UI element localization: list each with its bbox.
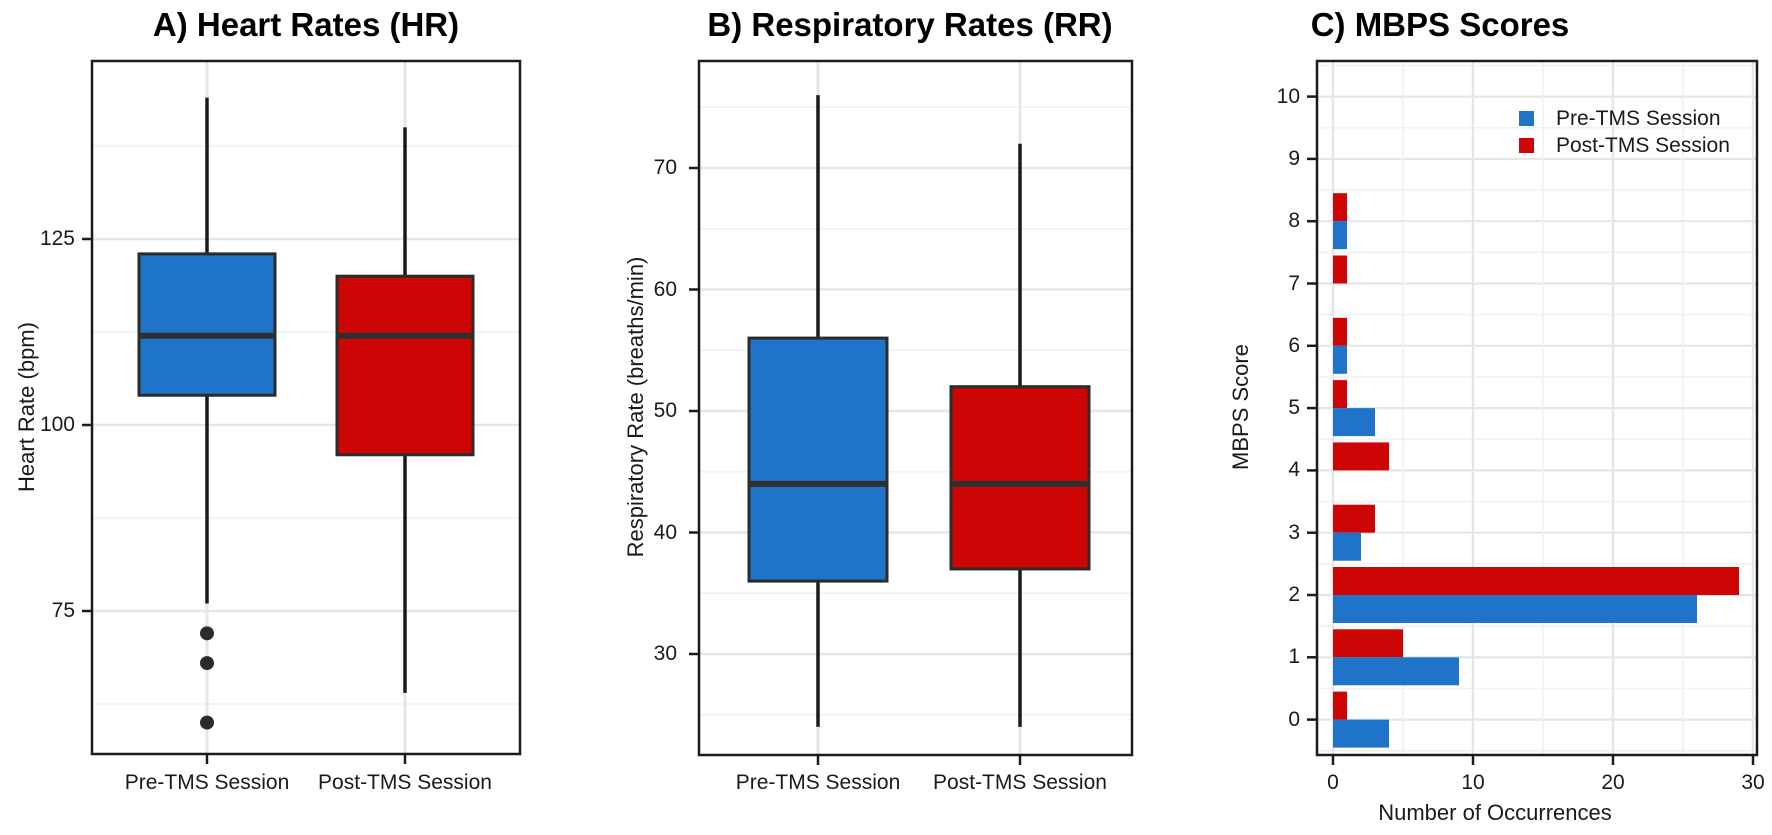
y-tick-label: 125 <box>39 227 75 250</box>
y-tick-label: 60 <box>653 277 677 301</box>
box-post <box>949 385 1091 571</box>
y-tick-label: 75 <box>51 599 75 622</box>
y-tick-label: 3 <box>1288 520 1300 544</box>
y-tick-label: 5 <box>1288 396 1300 420</box>
outlier-dot <box>200 656 214 671</box>
bar-post-score-8 <box>1333 193 1347 222</box>
y-tick-label: 8 <box>1288 209 1300 233</box>
y-tick-label: 30 <box>653 642 677 665</box>
box-post <box>335 274 475 457</box>
y-tick-label: 1 <box>1288 645 1300 669</box>
x-tick-label: 10 <box>1461 771 1485 794</box>
panel-a-y-axis-label: Heart Rate (bpm) <box>14 322 39 492</box>
bar-post-score-4 <box>1333 442 1389 471</box>
x-tick-label: 0 <box>1327 771 1339 794</box>
bar-pre-score-3 <box>1333 532 1361 561</box>
bar-post-score-6 <box>1333 317 1347 346</box>
y-tick-label: 0 <box>1288 707 1300 731</box>
plot-border <box>697 59 1134 757</box>
bar-post-score-0 <box>1333 691 1347 720</box>
y-tick-label: 100 <box>39 413 75 436</box>
x-tick-label: 20 <box>1601 771 1625 794</box>
plot-border <box>90 59 522 756</box>
outlier-dot <box>200 715 214 730</box>
bar-post-score-2 <box>1333 567 1739 595</box>
bar-pre-score-6 <box>1333 345 1347 374</box>
y-tick-label: 9 <box>1288 146 1300 170</box>
bar-pre-score-8 <box>1333 221 1347 250</box>
bar-post-score-7 <box>1333 255 1347 284</box>
y-tick-label: 70 <box>653 156 677 179</box>
y-tick-label: 7 <box>1288 271 1300 295</box>
y-tick-label: 10 <box>1276 84 1300 108</box>
y-tick-label: 2 <box>1288 583 1300 606</box>
bar-post-score-3 <box>1333 504 1375 533</box>
bar-pre-score-5 <box>1333 408 1375 437</box>
panel-a-title: A) Heart Rates (HR) <box>152 6 460 43</box>
box-pre <box>137 252 277 397</box>
category-label: Pre-TMS Session <box>735 771 901 794</box>
y-tick-label: 40 <box>653 520 677 544</box>
bar-post-score-1 <box>1333 629 1403 658</box>
category-label: Post-TMS Session <box>318 771 492 794</box>
panel-c-title: C) MBPS Scores <box>1310 6 1570 43</box>
category-label: Post-TMS Session <box>933 771 1107 794</box>
legend-label-post-tms: Post-TMS Session <box>1556 134 1730 157</box>
pre-tms-color-swatch <box>1519 111 1534 126</box>
bar-post-score-5 <box>1333 380 1347 409</box>
panel-c-x-axis-label: Number of Occurrences <box>1378 800 1612 825</box>
y-tick-label: 4 <box>1288 458 1300 482</box>
legend-label-pre-tms: Pre-TMS Session <box>1556 107 1721 130</box>
bar-pre-score-1 <box>1333 657 1459 686</box>
bar-pre-score-0 <box>1333 719 1389 748</box>
outlier-dot <box>200 626 214 641</box>
bar-pre-score-2 <box>1333 595 1697 623</box>
post-tms-color-swatch <box>1519 138 1534 153</box>
panel-b-title: B) Respiratory Rates (RR) <box>707 6 1113 43</box>
x-tick-label: 30 <box>1741 771 1765 794</box>
box-pre <box>747 336 889 583</box>
category-label: Pre-TMS Session <box>124 771 290 794</box>
y-tick-label: 6 <box>1288 333 1300 357</box>
y-tick-label: 50 <box>653 399 677 422</box>
